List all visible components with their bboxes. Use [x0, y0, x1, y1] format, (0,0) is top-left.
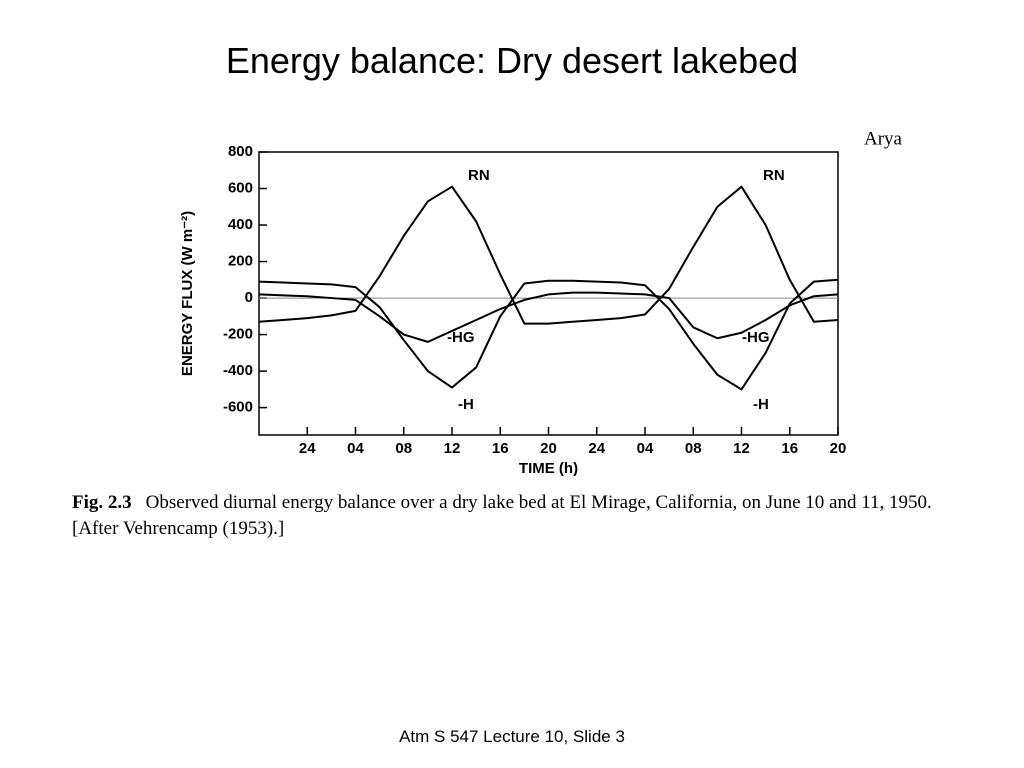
slide-title: Energy balance: Dry desert lakebed: [225, 40, 799, 81]
caption-label: Fig. 2.3: [72, 492, 132, 513]
series-label: RN: [468, 167, 490, 184]
y-tick-label: -600: [223, 399, 253, 416]
x-tick-label: 16: [492, 440, 509, 457]
series-label: -H: [458, 396, 474, 413]
series-label: -HG: [742, 329, 770, 346]
x-tick-label: 20: [540, 440, 557, 457]
y-tick-label: 200: [228, 253, 253, 270]
x-tick-label: 12: [444, 440, 461, 457]
y-tick-label: 800: [228, 143, 253, 160]
y-tick-label: 400: [228, 216, 253, 233]
series-line: [258, 278, 839, 391]
x-tick-label: 08: [685, 440, 702, 457]
x-tick-label: 04: [347, 440, 364, 457]
y-tick-label: -400: [223, 362, 253, 379]
y-tick-label: 0: [245, 289, 253, 306]
caption-text: Observed diurnal energy balance over a d…: [72, 492, 932, 539]
series-label: -H: [753, 396, 769, 413]
x-tick-label: 16: [781, 440, 798, 457]
x-tick-label: 20: [830, 440, 847, 457]
caption: Fig. 2.3 Observed diurnal energy balance …: [72, 490, 962, 542]
x-tick-label: 24: [588, 440, 605, 457]
x-tick-label: 12: [733, 440, 750, 457]
series-line: [258, 291, 839, 343]
y-tick-label: -200: [223, 326, 253, 343]
source: Arya: [864, 128, 903, 149]
x-tick-label: 24: [299, 440, 316, 457]
x-tick-label: 04: [637, 440, 654, 457]
footer: Atm S 547 Lecture 10, Slide 3: [399, 727, 625, 746]
y-tick-label: 600: [228, 179, 253, 196]
series-line: [258, 185, 839, 325]
chart: Arya -600 -400 -200 0 200 400 600 800 24 04 08 12 16…: [179, 128, 903, 477]
series-label: RN: [763, 167, 785, 184]
x-axis-label: TIME (h): [519, 460, 578, 477]
series-label: -HG: [447, 329, 475, 346]
x-tick-label: 08: [395, 440, 412, 457]
y-axis-label: ENERGY FLUX (W m⁻²): [179, 211, 196, 376]
